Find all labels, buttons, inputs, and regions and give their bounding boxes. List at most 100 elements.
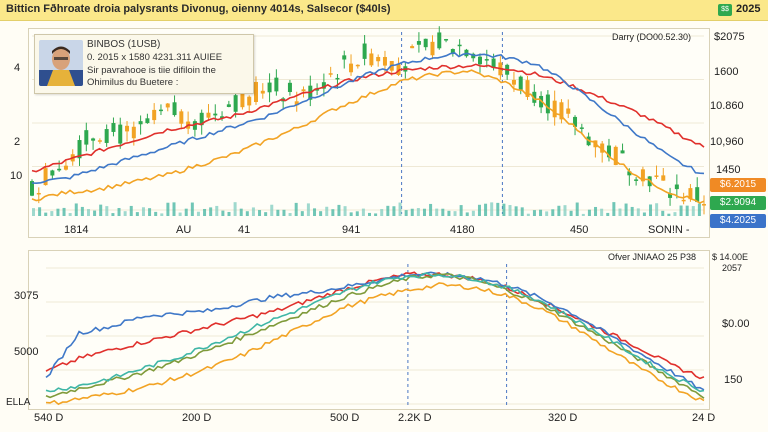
- series-line-blue: [31, 52, 705, 185]
- volume-bar: [557, 205, 561, 216]
- candle-body: [511, 79, 516, 85]
- volume-bar: [32, 208, 35, 216]
- volume-bar: [539, 209, 543, 216]
- volume-bar: [129, 205, 133, 216]
- bottom-right-label: Ofver JNIAAO 25 P38: [608, 252, 697, 262]
- volume-bar: [172, 202, 176, 216]
- volume-bar: [190, 202, 194, 216]
- candle-body: [30, 181, 34, 196]
- volume-bar: [697, 203, 701, 216]
- volume-bar: [325, 206, 329, 216]
- volume-bar: [490, 202, 494, 216]
- candle-body: [199, 112, 204, 126]
- volume-bar: [282, 209, 286, 216]
- volume-bar: [429, 203, 433, 216]
- volume-bar: [649, 204, 653, 216]
- candle-body: [695, 187, 700, 203]
- bottom-x-label: 500 D: [330, 412, 360, 424]
- volume-bar: [331, 209, 335, 216]
- candle-body: [478, 56, 482, 65]
- series-line-orange: [45, 282, 705, 406]
- candle-body: [294, 101, 299, 106]
- volume-bar: [233, 202, 237, 216]
- volume-bar: [636, 208, 640, 216]
- candle-body: [396, 63, 401, 75]
- volume-bar: [105, 206, 109, 216]
- top-x-label: AU: [176, 224, 192, 236]
- avatar: [39, 40, 83, 86]
- volume-bar: [288, 213, 292, 216]
- candle-body: [50, 170, 55, 176]
- volume-bar: [123, 211, 127, 216]
- candle-body: [267, 82, 272, 93]
- candle-body: [179, 111, 184, 124]
- candle-body: [362, 43, 367, 59]
- volume-bar: [221, 210, 225, 216]
- volume-bar: [606, 212, 610, 216]
- volume-bar: [612, 202, 616, 216]
- volume-bar: [380, 209, 384, 216]
- volume-bar: [624, 203, 628, 216]
- volume-bar: [337, 204, 341, 216]
- volume-bar: [264, 212, 268, 216]
- candle-body: [654, 175, 659, 177]
- candle-body: [335, 77, 340, 80]
- bottom-left-label: ELLA: [6, 397, 31, 408]
- volume-bar: [319, 211, 323, 216]
- bottom-left-label: 5000: [14, 346, 39, 358]
- volume-bar: [313, 208, 317, 216]
- top-x-label: 41: [238, 224, 251, 236]
- volume-bar: [392, 206, 396, 216]
- candle-body: [437, 32, 442, 49]
- volume-bar: [196, 211, 200, 216]
- volume-bar: [44, 212, 48, 216]
- volume-bar: [306, 203, 310, 216]
- volume-bar: [117, 208, 121, 216]
- price-panel: [28, 28, 710, 238]
- bottom-right-label: 150: [724, 374, 743, 386]
- volume-bar: [239, 208, 243, 216]
- candle-body: [444, 39, 449, 41]
- candle-body: [57, 168, 62, 171]
- candle-body: [213, 113, 218, 116]
- candle-body: [579, 127, 584, 129]
- volume-bar: [435, 208, 439, 216]
- candle-body: [63, 165, 68, 170]
- top-right-label: 1600: [714, 66, 739, 78]
- candle-body: [104, 129, 109, 143]
- candle-body: [36, 192, 41, 195]
- candle-body: [206, 112, 211, 118]
- top-right-label: 1450: [716, 164, 741, 176]
- volume-bar: [532, 210, 536, 216]
- volume-bar: [166, 202, 170, 216]
- volume-bar: [386, 205, 390, 216]
- series-line-teal: [45, 272, 705, 393]
- volume-bar: [594, 206, 598, 216]
- volume-bar: [545, 211, 549, 216]
- candle-body: [165, 103, 170, 108]
- volume-bar: [355, 211, 359, 216]
- volume-bar: [404, 210, 408, 216]
- volume-bar: [68, 213, 72, 216]
- volume-bar: [691, 206, 695, 216]
- candle-body: [620, 150, 625, 154]
- bottom-right-label: $0.00: [722, 318, 750, 330]
- candle-body: [84, 130, 89, 145]
- candle-body: [315, 89, 320, 91]
- volume-bar: [74, 203, 78, 216]
- candle-body: [681, 199, 686, 202]
- volume-bar: [685, 205, 689, 216]
- volume-bar: [56, 208, 60, 216]
- volume-bar: [447, 210, 451, 216]
- candle-body: [376, 56, 381, 62]
- volume-bar: [270, 204, 274, 216]
- volume-bar: [184, 208, 188, 216]
- candle-body: [674, 184, 679, 190]
- annotation-line: Ohimilus du Buetere :: [87, 77, 179, 88]
- bottom-right-label: $ 14.00E: [712, 252, 749, 262]
- candle-body: [410, 46, 415, 49]
- volume-bar: [141, 207, 145, 216]
- volume-bar: [679, 205, 683, 216]
- volume-bar: [459, 205, 463, 216]
- series-line-olive: [45, 272, 705, 399]
